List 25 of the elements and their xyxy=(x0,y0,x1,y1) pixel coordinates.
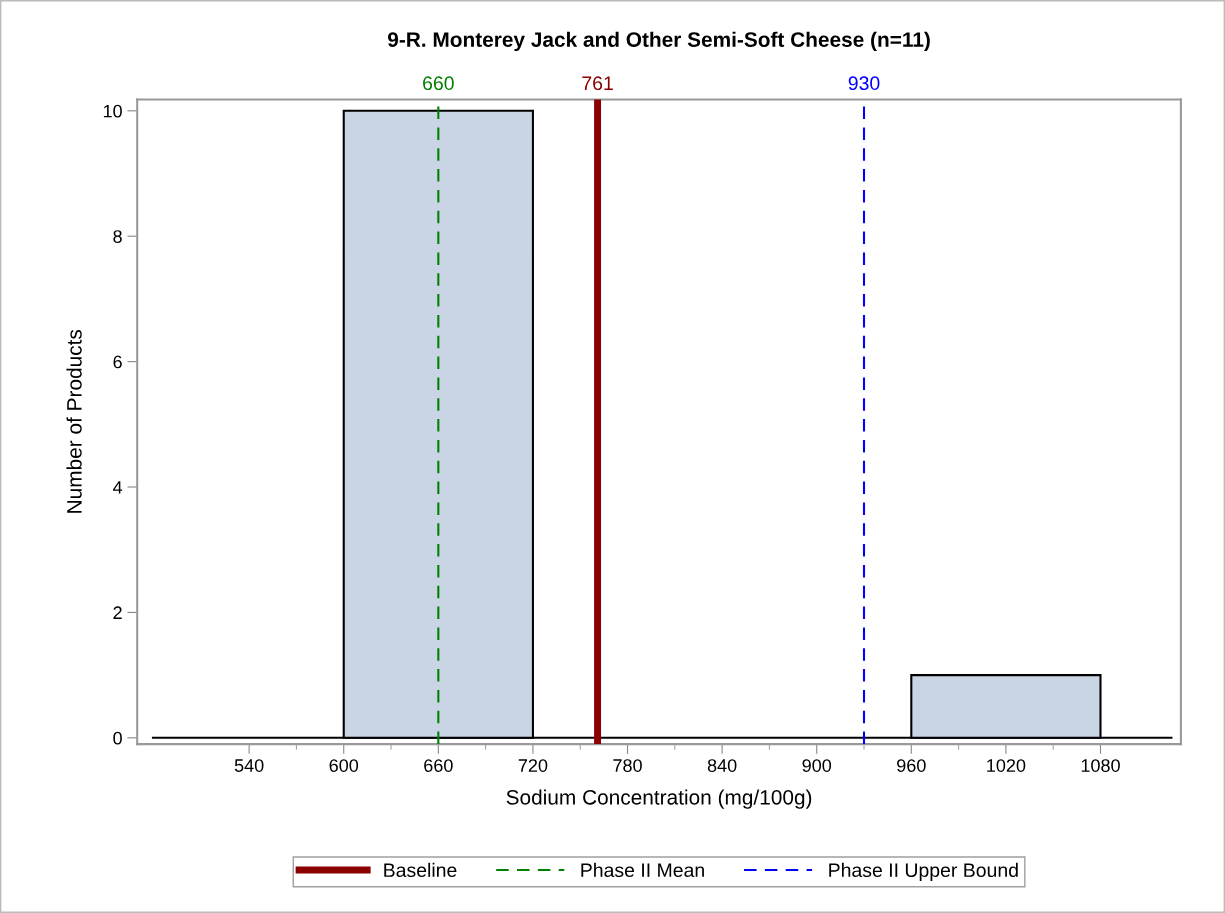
annotation: 761 xyxy=(582,76,613,91)
x-tick-label: 780 xyxy=(613,759,642,772)
y-tick-label: 10 xyxy=(103,104,122,118)
y-tick-label: 8 xyxy=(113,230,122,243)
y-tick-label: 2 xyxy=(113,606,122,619)
x-tick-label: 600 xyxy=(329,759,359,772)
x-tick-label: 660 xyxy=(424,759,453,772)
y-axis-title: Number of Products xyxy=(66,329,82,513)
x-tick-label: 1020 xyxy=(987,759,1026,772)
x-axis-title: Sodium Concentration (mg/100g) xyxy=(506,789,812,809)
x-tick-label: 540 xyxy=(234,759,264,772)
x-tick-label: 720 xyxy=(518,759,548,772)
x-tick-label: 1080 xyxy=(1081,759,1120,772)
annotation: 660 xyxy=(423,76,454,91)
y-tick-label: 4 xyxy=(112,481,123,494)
legend-label: Baseline xyxy=(384,862,457,878)
y-tick-label: 0 xyxy=(113,731,122,745)
legend-label: Phase II Upper Bound xyxy=(829,862,1018,881)
x-tick-label: 960 xyxy=(897,759,926,772)
x-tick-label: 840 xyxy=(707,759,737,772)
chart-title: 9-R. Monterey Jack and Other Semi-Soft Cheese (n=11) xyxy=(388,31,930,52)
legend-label: Phase II Mean xyxy=(581,862,704,878)
y-tick-label: 6 xyxy=(113,355,122,369)
annotation: 930 xyxy=(848,76,880,91)
x-tick-label: 900 xyxy=(802,759,832,772)
